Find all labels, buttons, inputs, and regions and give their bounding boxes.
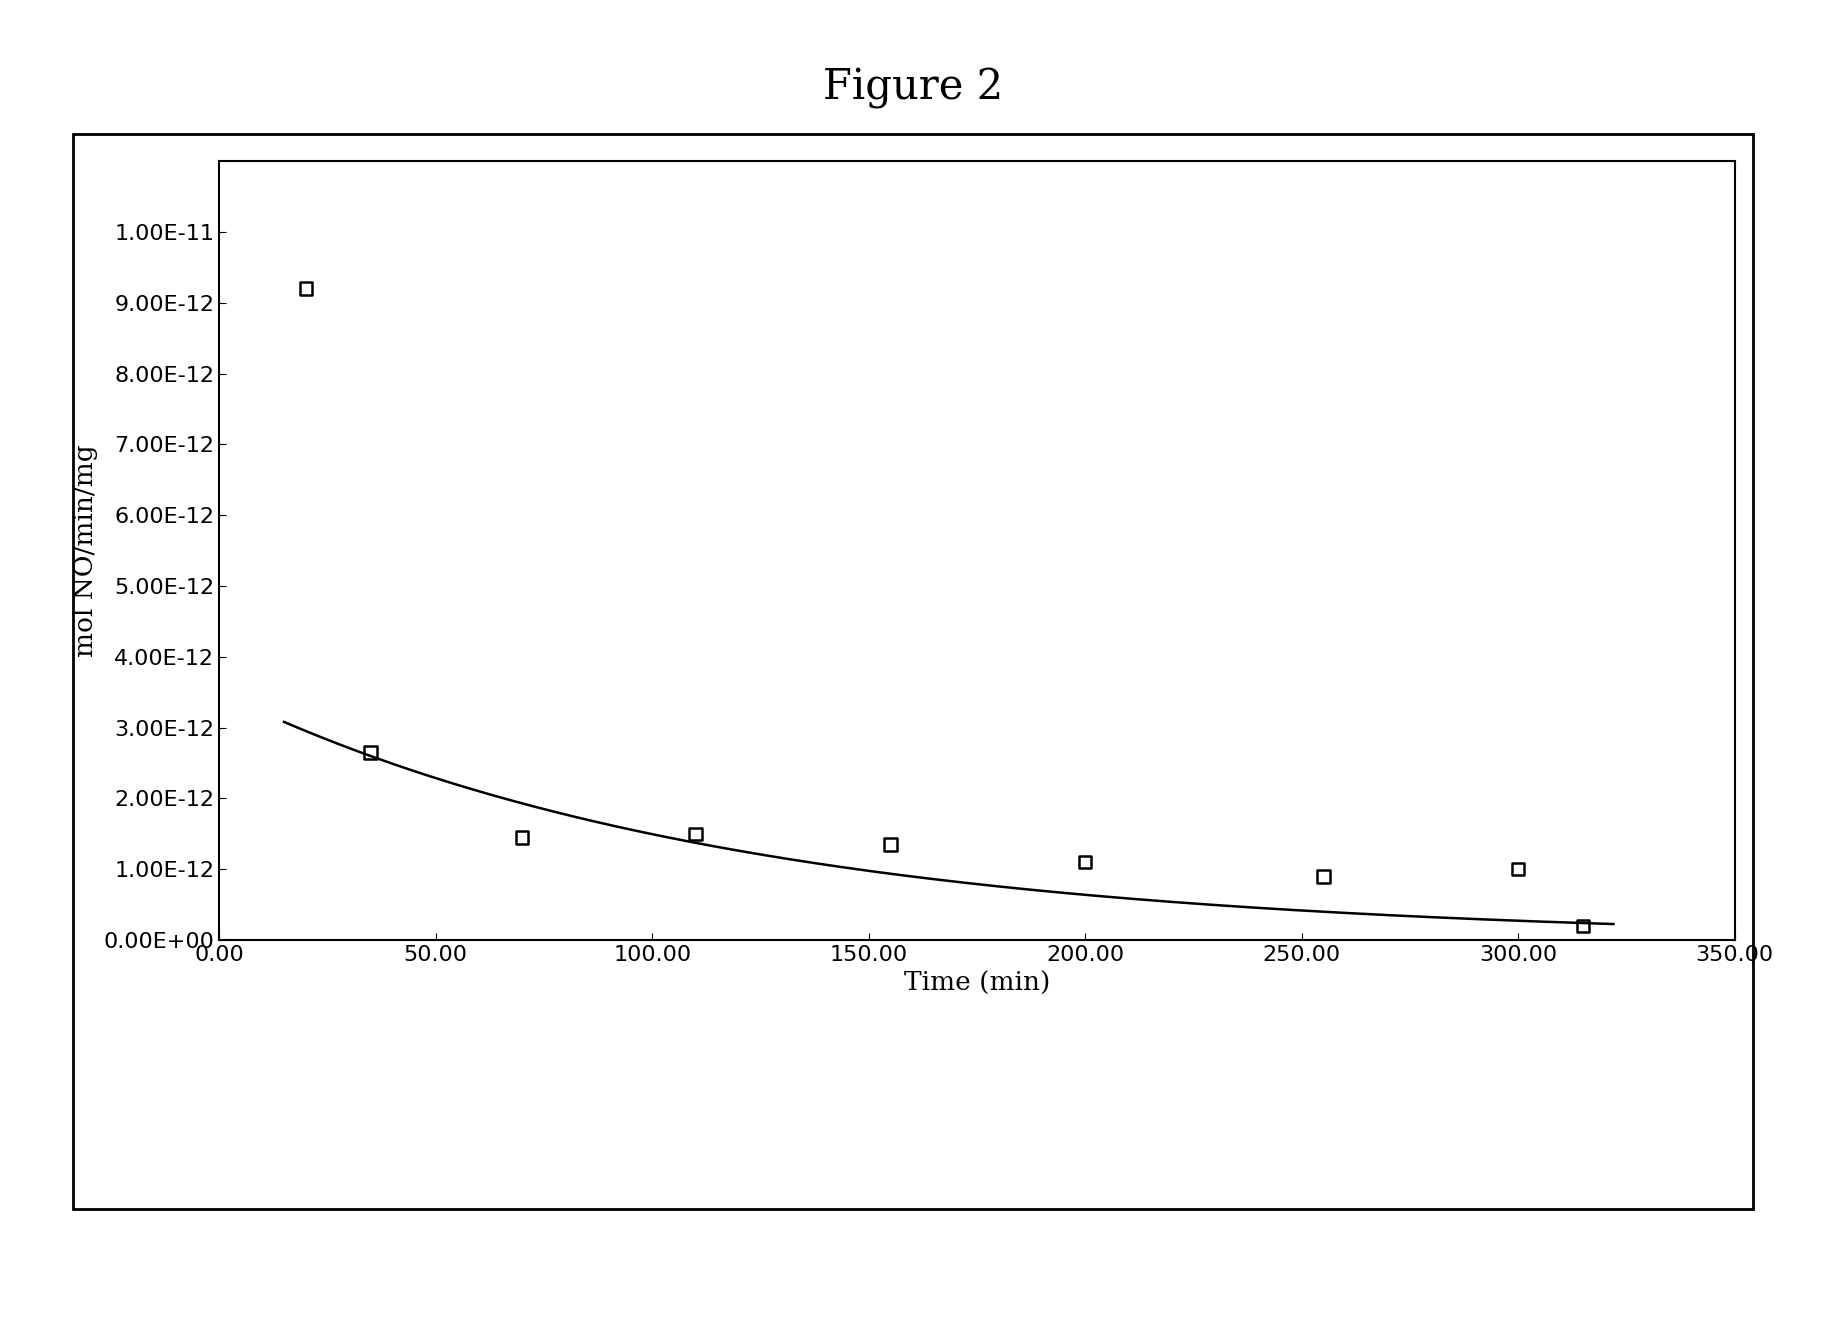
Point — [1070, 851, 1099, 873]
Text: Figure 2: Figure 2 — [824, 67, 1002, 109]
Point — [356, 741, 385, 763]
X-axis label: Time (min): Time (min) — [904, 971, 1050, 995]
Point — [508, 827, 537, 849]
Point — [1569, 915, 1598, 936]
Point — [290, 278, 320, 299]
Point — [681, 823, 710, 845]
Point — [876, 834, 906, 855]
Point — [1503, 858, 1532, 880]
Point — [1309, 866, 1338, 888]
Y-axis label: mol NO/min/mg: mol NO/min/mg — [73, 445, 99, 657]
